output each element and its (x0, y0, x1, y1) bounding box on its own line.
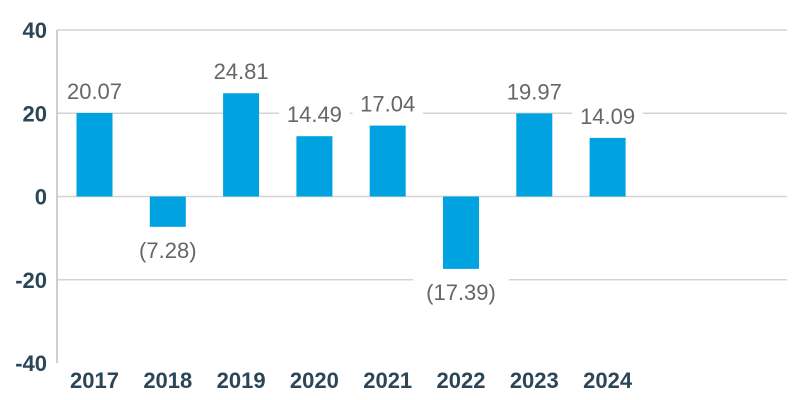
x-tick-label-2020: 2020 (290, 368, 339, 393)
y-tick-label: 40 (23, 18, 47, 43)
y-tick-label: -40 (15, 351, 47, 376)
data-label-2021: 17.04 (360, 92, 415, 117)
data-label-2018: (7.28) (139, 238, 196, 263)
data-label-bg (279, 100, 350, 129)
data-label-bg (413, 277, 509, 306)
bar-2022 (443, 196, 479, 269)
bars (76, 93, 626, 269)
x-axis-ticks: 2017 2018 2019 2020 2021 2022 2023 2024 (70, 368, 633, 393)
data-label-bg (126, 235, 210, 264)
y-tick-label: 20 (23, 101, 47, 126)
data-label-2017: 20.07 (67, 79, 122, 104)
y-tick-label: 0 (35, 185, 47, 210)
data-label-bg (572, 101, 643, 130)
data-label-bg (352, 89, 423, 118)
bar-2021 (369, 125, 406, 197)
x-tick-label-2024: 2024 (583, 368, 633, 393)
x-tick-label-2018: 2018 (143, 368, 192, 393)
data-label-2020: 14.49 (287, 102, 342, 127)
bar-2018 (149, 196, 186, 227)
x-tick-label-2023: 2023 (510, 368, 559, 393)
data-label-2023: 19.97 (507, 79, 562, 104)
data-label-2022: (17.39) (426, 280, 496, 305)
bar-2019 (223, 93, 260, 197)
bar-2020 (296, 136, 333, 197)
bar-2024 (589, 137, 626, 197)
data-label-bg (499, 77, 570, 106)
y-tick-label: -20 (15, 268, 47, 293)
data-labels: 20.07 (7.28) 24.81 14.49 17.04 (17.39) 19.97 14… (59, 57, 643, 306)
bar-2023 (516, 113, 553, 197)
x-tick-label-2021: 2021 (363, 368, 412, 393)
bar-2017 (76, 112, 113, 197)
data-label-bg (59, 76, 130, 105)
data-label-2019: 24.81 (214, 59, 269, 84)
data-label-2024: 14.09 (580, 104, 635, 129)
x-tick-label-2019: 2019 (217, 368, 266, 393)
y-axis-ticks: 40 20 0 -20 -40 (15, 18, 47, 376)
data-label-bg (205, 57, 277, 86)
x-tick-label-2022: 2022 (437, 368, 486, 393)
x-tick-label-2017: 2017 (70, 368, 119, 393)
